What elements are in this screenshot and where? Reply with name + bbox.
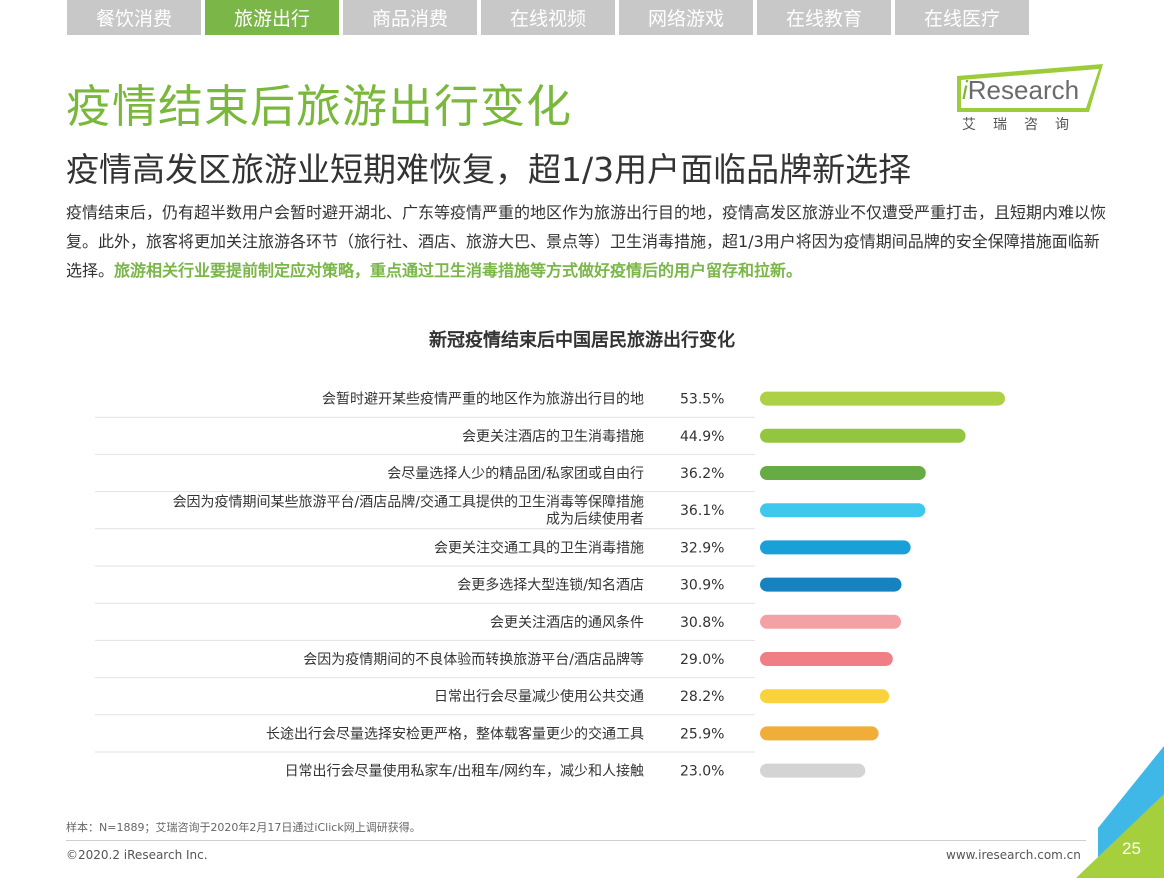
bar [760,577,902,592]
logo-i: i [962,75,968,105]
summary-paragraph: 疫情结束后，仍有超半数用户会暂时避开湖北、广东等疫情严重的地区作为旅游出行目的地… [66,198,1106,285]
summary-highlight: 旅游相关行业要提前制定应对策略，重点通过卫生消毒措施等方式做好疫情后的用户留存和… [114,261,803,280]
category-label: 长途出行会尽量选择安检更严格，整体载客量更少的交通工具 [266,725,644,742]
value-label: 36.2% [680,466,724,482]
logo-chinese: 艾瑞咨询 [962,117,1086,133]
value-label: 28.2% [680,689,724,705]
category-label: 会暂时避开某些疫情严重的地区作为旅游出行目的地 [322,392,644,408]
tab-2[interactable]: 商品消费 [343,0,477,35]
category-label: 日常出行会尽量减少使用公共交通 [434,688,644,705]
bar [760,503,926,518]
category-label: 会更关注酒店的通风条件 [490,614,644,631]
page-number: 25 [1122,839,1141,858]
category-label: 日常出行会尽量使用私家车/出租车/网约车，减少和人接触 [285,763,644,780]
bar [760,726,879,741]
value-label: 30.9% [680,578,724,594]
bar [760,614,902,629]
bar [760,428,966,443]
chart-title: 新冠疫情结束后中国居民旅游出行变化 [429,330,735,351]
value-label: 29.0% [680,652,724,668]
value-label: 23.0% [680,764,724,780]
bar [760,763,866,778]
value-label: 25.9% [680,726,724,742]
tab-1[interactable]: 旅游出行 [205,0,339,35]
tab-3[interactable]: 在线视频 [481,0,615,35]
category-label: 会因为疫情期间某些旅游平台/酒店品牌/交通工具提供的卫生消毒等保障措施 [173,494,644,511]
category-label: 会尽量选择人少的精品团/私家团或自由行 [387,465,644,482]
bar [760,466,926,480]
footer-divider [66,840,1086,841]
value-label: 32.9% [680,540,724,556]
logo-brand: Research [967,75,1080,105]
tab-5[interactable]: 在线教育 [757,0,891,35]
bar [760,540,911,555]
bar [760,689,890,704]
category-label: 会更多选择大型连锁/知名酒店 [457,577,644,594]
copyright: ©2020.2 iResearch Inc. [66,848,208,862]
value-label: 36.1% [680,503,724,519]
category-label: 成为后续使用者 [546,511,644,528]
value-label: 30.8% [680,615,724,631]
website-link[interactable]: www.iresearch.com.cn [946,848,1081,862]
tab-6[interactable]: 在线医疗 [895,0,1029,35]
bar [760,652,893,666]
summary-text: 疫情结束后，仍有超半数用户会暂时避开湖北、广东等疫情严重的地区作为旅游出行目的地… [66,203,1107,280]
category-label: 会更关注酒店的卫生消毒措施 [462,429,644,445]
sample-note: 样本：N=1889；艾瑞咨询于2020年2月17日通过iClick网上调研获得。 [66,821,421,834]
tab-4[interactable]: 网络游戏 [619,0,753,35]
category-label: 会更关注交通工具的卫生消毒措施 [434,539,644,556]
page-subtitle: 疫情高发区旅游业短期难恢复，超1/3用户面临品牌新选择 [66,150,912,189]
iresearch-logo-text: iResearch [962,75,1079,106]
value-label: 44.9% [680,429,724,445]
category-label: 会因为疫情期间的不良体验而转换旅游平台/酒店品牌等 [303,651,644,668]
category-tabs: 餐饮消费 旅游出行 商品消费 在线视频 网络游戏 在线教育 在线医疗 [67,0,1033,35]
page-title: 疫情结束后旅游出行变化 [66,80,573,133]
tab-0[interactable]: 餐饮消费 [67,0,201,35]
bar [760,391,1005,406]
value-label: 53.5% [680,392,724,408]
iresearch-logo-shape [957,64,1103,112]
